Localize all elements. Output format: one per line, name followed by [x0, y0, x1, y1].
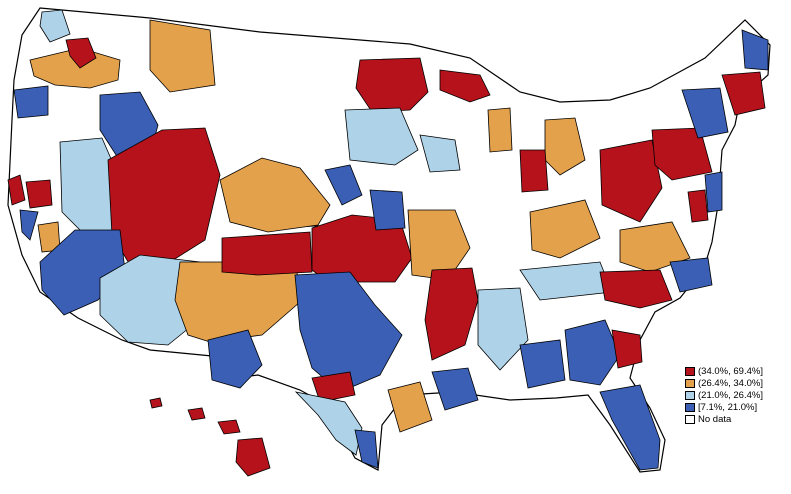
region-dc-red: [687, 189, 709, 223]
legend-label: No data: [698, 413, 732, 425]
legend-label: [7.1%, 21.0%]: [698, 401, 758, 413]
region-houston-orange: [387, 381, 433, 433]
legend-label: (21.0%, 26.4%]: [698, 389, 763, 401]
region-wa-lightblue: [39, 9, 71, 43]
region-el-paso-red: [311, 371, 356, 403]
legend-item: (34.0%, 69.4%]: [685, 366, 777, 377]
legend-swatch: [685, 379, 695, 388]
region-cal-coast-blue: [19, 209, 39, 241]
region-colorado-red: [221, 231, 313, 276]
legend-swatch: [685, 367, 695, 376]
region-seattle-red: [65, 37, 97, 69]
island-oahu: [187, 407, 206, 421]
legend-swatch: [685, 415, 695, 424]
region-west-texas-blue: [207, 329, 263, 389]
region-wisconsin-red: [439, 69, 491, 103]
region-nc-red: [599, 269, 673, 309]
island-kauai: [149, 397, 163, 409]
legend-label: (34.0%, 69.4%]: [698, 365, 763, 377]
map-regions: [7, 9, 769, 471]
legend-item: [7.1%, 21.0%]: [685, 402, 777, 413]
region-texas-coast-blue: [354, 429, 379, 469]
region-sf-red: [7, 174, 26, 206]
region-alabama-blue: [519, 339, 566, 389]
legend-item: (26.4%, 34.0%]: [685, 378, 777, 389]
region-georgia-blue: [564, 319, 621, 386]
region-texas-lightblue: [294, 391, 363, 456]
region-nebraska-orange: [219, 157, 331, 233]
region-kentucky-orange: [529, 199, 601, 259]
region-minnesota-lightblue: [344, 107, 419, 166]
legend-swatch: [685, 403, 695, 412]
region-montana-orange: [149, 19, 216, 93]
region-iowa-blue: [369, 189, 406, 231]
region-missouri-orange: [407, 209, 471, 281]
legend-label: (26.4%, 34.0%]: [698, 377, 763, 389]
legend-item: No data: [685, 414, 777, 425]
region-kansas-red: [311, 214, 413, 283]
map-legend: (34.0%, 69.4%] (26.4%, 34.0%] (21.0%, 26.4…: [685, 366, 777, 426]
region-illinois-orange: [487, 107, 513, 153]
region-maine-blue: [741, 29, 769, 71]
island-hawaii: [235, 437, 271, 477]
region-arkansas-red: [424, 267, 479, 361]
legend-item: (21.0%, 26.4%]: [685, 390, 777, 401]
region-new-england-red: [721, 71, 766, 116]
region-ohio-red: [599, 139, 663, 223]
region-sc-red: [611, 329, 643, 369]
region-nj-blue: [704, 171, 723, 213]
legend-swatch: [685, 391, 695, 400]
region-iowa-lightblue: [419, 134, 461, 173]
region-oklahoma-blue: [294, 271, 403, 393]
region-louisiana-blue: [431, 367, 479, 411]
region-mississippi-lightblue: [477, 287, 529, 371]
region-florida-blue: [599, 384, 661, 471]
region-sd-blue: [324, 164, 363, 206]
region-pa-red: [651, 127, 713, 181]
region-nc-east-blue: [669, 257, 713, 293]
region-virginia-orange: [619, 221, 691, 273]
region-sacramento-red: [25, 179, 53, 209]
island-maui: [217, 419, 241, 435]
region-oregon-blue: [13, 85, 49, 119]
region-indiana-red: [519, 149, 549, 193]
region-ny-blue: [681, 87, 729, 139]
hawaii-islands: [149, 397, 271, 477]
region-nd-red: [355, 57, 429, 113]
